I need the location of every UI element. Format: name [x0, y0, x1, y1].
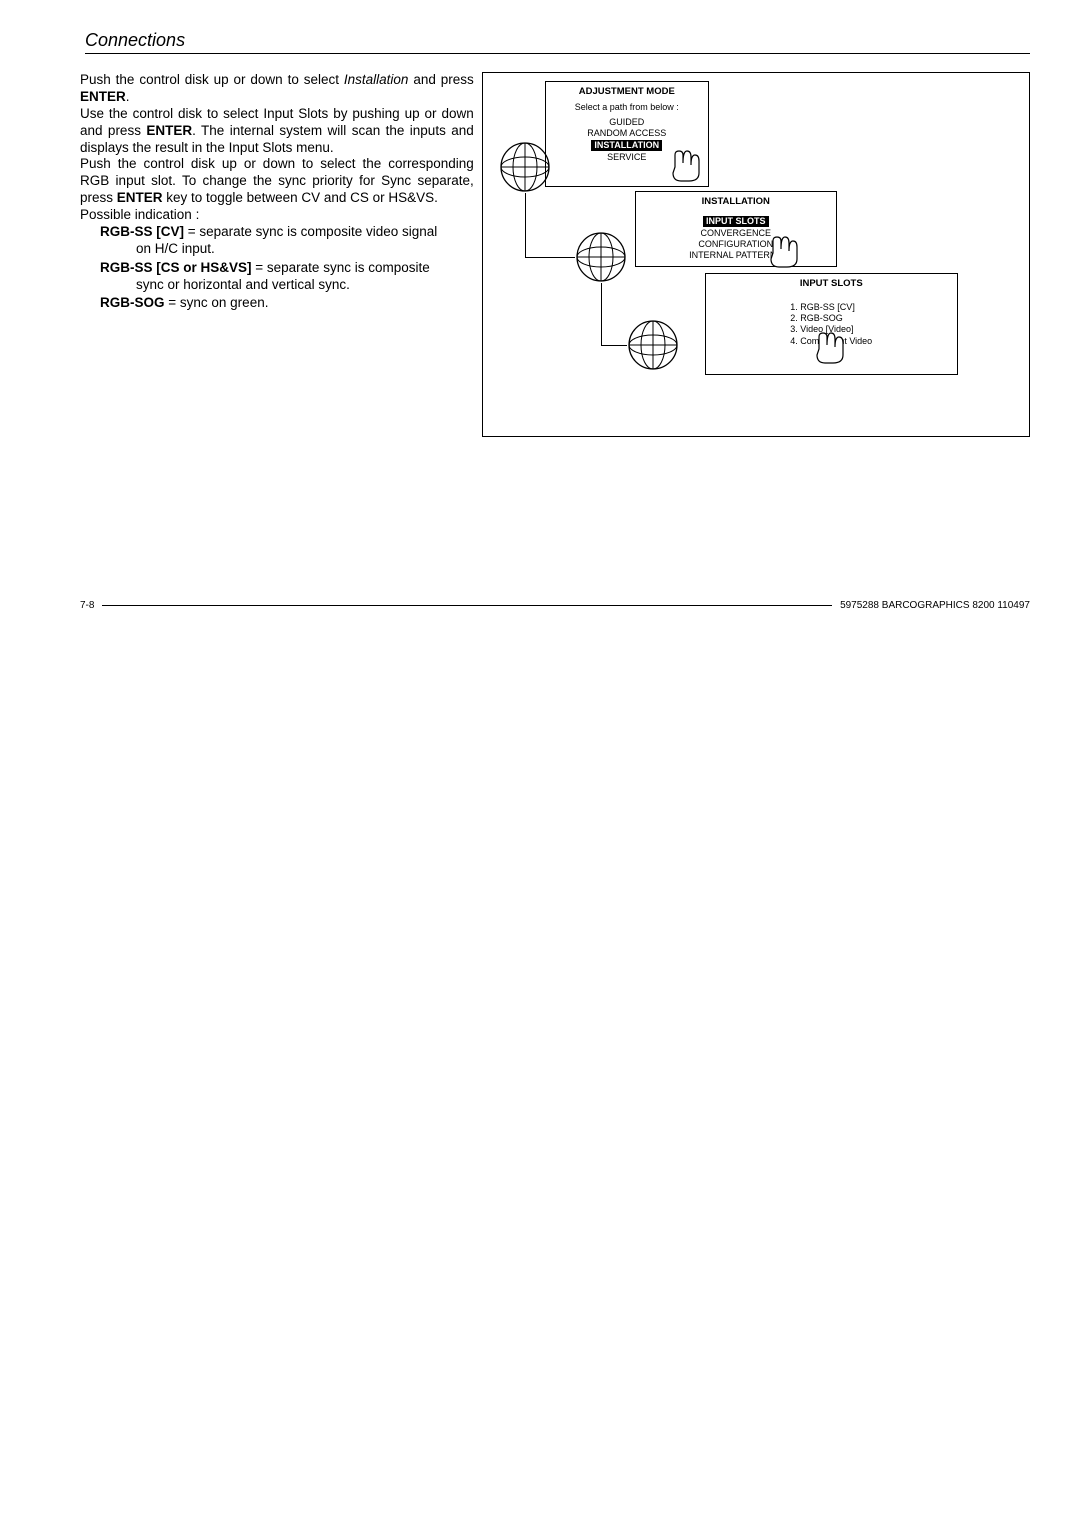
menu1-sub: Select a path from below : — [550, 102, 704, 113]
menu1-item-random: RANDOM ACCESS — [550, 128, 704, 139]
menu-box-installation: INSTALLATION INPUT SLOTS CONVERGENCE CON… — [635, 191, 837, 267]
connector-line — [601, 345, 627, 346]
connector-line — [525, 193, 526, 257]
menu3-item-2: 2. RGB-SOG — [790, 313, 872, 324]
paragraph-1: Push the control disk up or down to sele… — [80, 72, 474, 106]
def3-rest: = sync on green. — [165, 295, 269, 310]
footer-divider — [102, 605, 832, 606]
globe-icon — [627, 319, 679, 371]
para3-text-c: key to toggle between CV and CS or HS&VS… — [163, 190, 438, 205]
connector-line — [525, 257, 575, 258]
def1-term: RGB-SS [CV] — [100, 224, 184, 239]
menu-diagram: ADJUSTMENT MODE Select a path from below… — [482, 72, 1030, 437]
hand-icon — [813, 329, 847, 365]
def2-rest: = separate sync is composite — [252, 260, 430, 275]
def2-term: RGB-SS [CS or HS&VS] — [100, 260, 252, 275]
footer-page-number: 7-8 — [80, 600, 94, 611]
document-page: Connections Push the control disk up or … — [0, 0, 1080, 1528]
para1-text-e: . — [126, 89, 130, 104]
para1-italic: Installation — [344, 72, 409, 87]
footer-doc-id: 5975288 BARCOGRAPHICS 8200 110497 — [840, 600, 1030, 611]
def2-cont: sync or horizontal and vertical sync. — [100, 277, 474, 294]
menu3-item-1: 1. RGB-SS [CV] — [790, 302, 872, 313]
def3-term: RGB-SOG — [100, 295, 165, 310]
def1-rest: = separate sync is composite video signa… — [184, 224, 437, 239]
paragraph-3: Push the control disk up or down to sele… — [80, 156, 474, 207]
indication-label: Possible indication : — [80, 207, 474, 224]
para1-text-c: and press — [408, 72, 473, 87]
menu1-item-installation: INSTALLATION — [591, 140, 662, 151]
globe-icon — [499, 141, 551, 193]
def1-cont: on H/C input. — [100, 241, 474, 258]
menu2-title: INSTALLATION — [640, 196, 832, 208]
para2-bold: ENTER — [146, 123, 192, 138]
page-footer: 7-8 5975288 BARCOGRAPHICS 8200 110497 — [80, 598, 1030, 612]
text-column: Push the control disk up or down to sele… — [80, 72, 474, 314]
para1-bold: ENTER — [80, 89, 126, 104]
menu2-item-configuration: CONFIGURATION — [640, 239, 832, 250]
para3-bold: ENTER — [117, 190, 163, 205]
menu2-item-inputslots: INPUT SLOTS — [703, 216, 769, 227]
section-title: Connections — [85, 30, 1030, 54]
def-item-2: RGB-SS [CS or HS&VS] = separate sync is … — [100, 260, 474, 294]
definition-list: RGB-SS [CV] = separate sync is composite… — [80, 224, 474, 312]
hand-icon — [767, 233, 801, 269]
connector-line — [601, 283, 602, 345]
para1-text-a: Push the control disk up or down to sele… — [80, 72, 344, 87]
paragraph-2: Use the control disk to select Input Slo… — [80, 106, 474, 157]
def-item-3: RGB-SOG = sync on green. — [100, 295, 474, 312]
def-item-1: RGB-SS [CV] = separate sync is composite… — [100, 224, 474, 258]
menu1-title: ADJUSTMENT MODE — [550, 86, 704, 98]
menu3-title: INPUT SLOTS — [710, 278, 953, 290]
menu1-item-guided: GUIDED — [550, 117, 704, 128]
menu2-item-patterns: INTERNAL PATTERNS — [640, 250, 832, 261]
hand-icon — [669, 147, 703, 183]
globe-icon — [575, 231, 627, 283]
menu2-item-convergence: CONVERGENCE — [640, 228, 832, 239]
content-row: Push the control disk up or down to sele… — [80, 72, 1030, 437]
